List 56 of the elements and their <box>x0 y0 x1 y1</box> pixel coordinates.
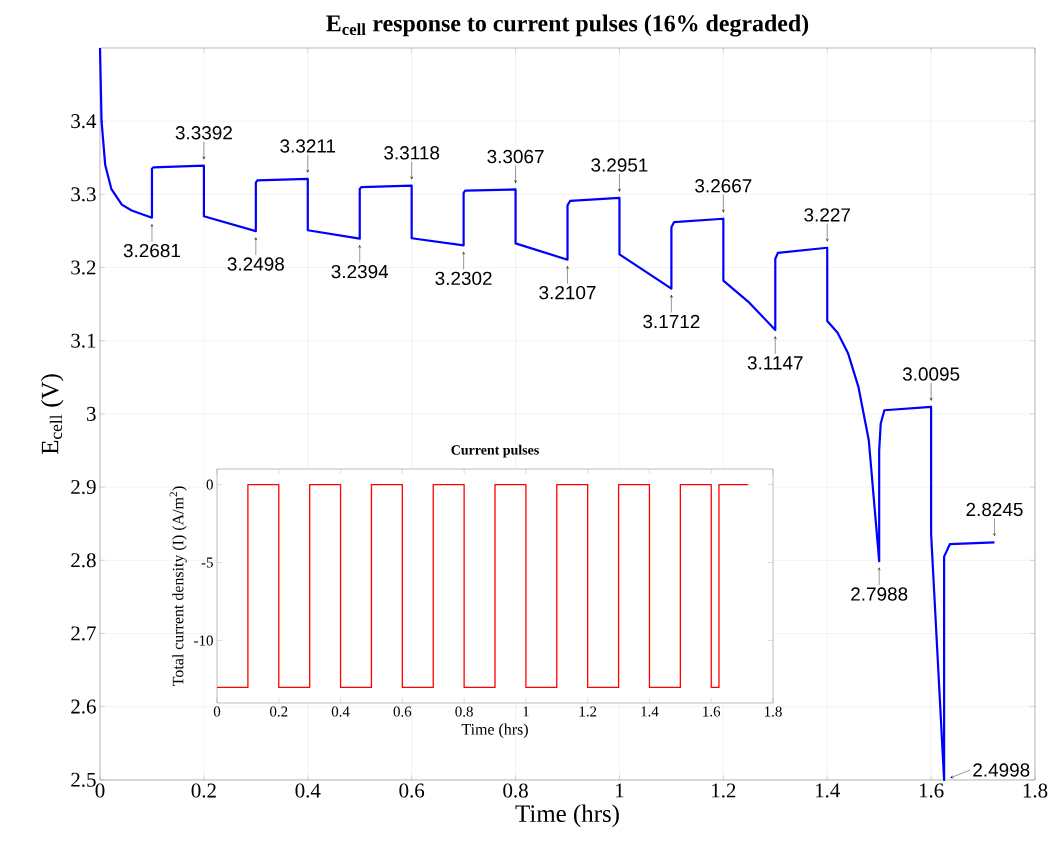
y-tick-label: -5 <box>201 557 213 568</box>
x-tick-label: 1.2 <box>712 783 736 798</box>
x-tick-label: 0.8 <box>455 706 473 717</box>
x-tick-label: 1.6 <box>919 783 944 798</box>
y-tick-label: -10 <box>194 635 213 646</box>
annotation: 3.2951 <box>591 158 648 172</box>
y-tick-label: 3.2 <box>71 260 96 275</box>
annotation: 3.2498 <box>227 257 284 271</box>
y-tick-label: 2.7 <box>71 626 96 641</box>
y-tick-label: 3 <box>87 406 96 421</box>
x-tick-label: 1.2 <box>579 706 597 717</box>
y-tick-label: 3.1 <box>71 333 96 348</box>
annotation: 3.2394 <box>331 264 389 279</box>
annotation: 3.3067 <box>487 149 544 164</box>
x-axis-title: Time (hrs) <box>461 723 528 738</box>
annotation: 3.1147 <box>747 356 803 370</box>
x-tick-label: 1.8 <box>764 706 782 717</box>
x-tick-label: 1 <box>523 706 529 717</box>
chart-title: Current pulses <box>451 444 539 458</box>
annotation: 3.3392 <box>175 126 232 140</box>
y-tick-label: 3.4 <box>71 114 97 129</box>
y-tick-label: 0 <box>206 479 213 490</box>
annotation: 3.2107 <box>539 285 596 300</box>
annotation: 3.3211 <box>280 139 336 153</box>
x-tick-label: 0.8 <box>503 783 528 798</box>
y-axis-title: Total current density (I) (A/m$^{2}$) <box>169 486 187 687</box>
x-tick-label: 0.4 <box>331 706 350 717</box>
x-axis-title: Time (hrs) <box>515 804 619 828</box>
x-tick-label: 0 <box>213 706 221 717</box>
x-tick-label: 0.2 <box>191 783 216 798</box>
y-tick-label: 3.3 <box>71 187 96 202</box>
x-tick-label: 1.4 <box>641 706 659 717</box>
annotation: 3.2681 <box>123 243 180 258</box>
x-tick-label: 0.6 <box>399 783 425 798</box>
y-tick-label: 2.5 <box>71 772 96 787</box>
x-tick-label: 0.4 <box>295 783 321 798</box>
x-tick-label: 1.6 <box>703 706 721 717</box>
annotation: 3.227 <box>804 208 850 222</box>
annotation: 3.1712 <box>643 314 700 329</box>
y-axis-title: E$_{cell}$ (V) <box>40 374 64 455</box>
annotation: 2.8245 <box>966 502 1023 517</box>
x-tick-label: 0.2 <box>270 706 288 717</box>
x-tick-label: 1.8 <box>1023 783 1048 798</box>
annotation: 3.2302 <box>435 271 492 286</box>
annotation: 2.4998 <box>973 763 1030 777</box>
annotation: 3.0095 <box>902 367 960 381</box>
y-tick-label: 2.8 <box>71 553 96 568</box>
chart-title: E$_{cell}$ response to current pulses (16% degraded) <box>326 14 809 37</box>
y-tick-label: 2.9 <box>71 480 96 495</box>
annotation: 2.7988 <box>851 587 908 601</box>
x-tick-label: 1 <box>616 783 624 798</box>
annotation: 3.2667 <box>695 179 752 193</box>
x-tick-label: 1.4 <box>816 783 840 798</box>
x-tick-label: 0.6 <box>393 706 412 717</box>
annotation: 3.3118 <box>384 146 440 160</box>
y-tick-label: 2.6 <box>71 699 96 714</box>
